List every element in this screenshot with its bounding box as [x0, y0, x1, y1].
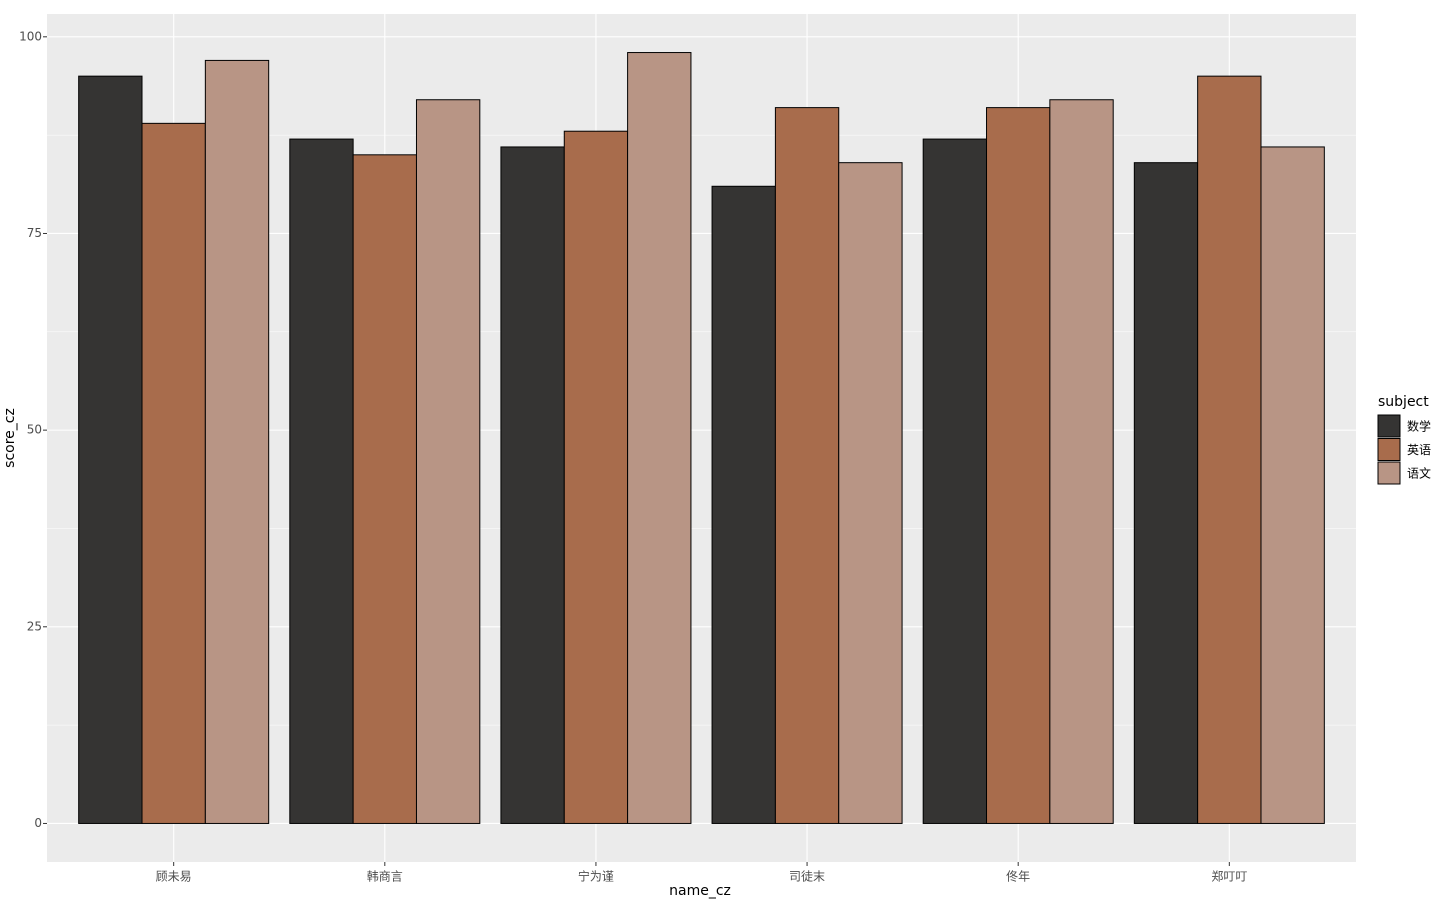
bar [141, 122, 206, 824]
bar [711, 185, 776, 824]
bar [1049, 99, 1114, 824]
bar [78, 75, 143, 824]
bar [1260, 146, 1325, 824]
legend-key [1377, 461, 1401, 485]
legend-label: 英语 [1407, 443, 1431, 457]
legend-key [1377, 414, 1401, 438]
bar [986, 107, 1051, 824]
bar [774, 107, 840, 824]
y-tick-label: 0 [34, 816, 42, 830]
bar [1197, 75, 1262, 824]
bar [627, 52, 692, 824]
x-tick-label: 顾未易 [156, 870, 192, 884]
bar [1133, 162, 1199, 824]
bar [352, 154, 417, 824]
x-axis-title: name_cz [669, 883, 731, 899]
bar [500, 146, 565, 824]
y-tick-label: 50 [27, 423, 42, 437]
y-tick-label: 75 [27, 226, 42, 240]
y-axis-title: score_cz [2, 408, 18, 468]
bar [415, 99, 481, 824]
bar [922, 138, 988, 824]
bar [563, 130, 629, 824]
x-tick-label: 佟年 [1006, 869, 1030, 884]
bar [289, 138, 354, 824]
bars [78, 52, 1325, 824]
y-tick-label: 100 [19, 29, 42, 43]
bar [838, 162, 903, 824]
x-tick-label: 司徒末 [789, 870, 825, 884]
x-tick-label: 郑叮叮 [1211, 869, 1247, 884]
y-tick-label: 25 [27, 619, 42, 633]
legend-key [1377, 438, 1401, 461]
legend-label: 数学 [1407, 419, 1431, 434]
legend-title: subject [1378, 394, 1429, 410]
x-tick-label: 宁为谨 [578, 869, 614, 884]
x-tick-label: 韩商言 [367, 869, 403, 884]
legend-label: 语文 [1407, 466, 1431, 481]
bar [204, 59, 270, 824]
